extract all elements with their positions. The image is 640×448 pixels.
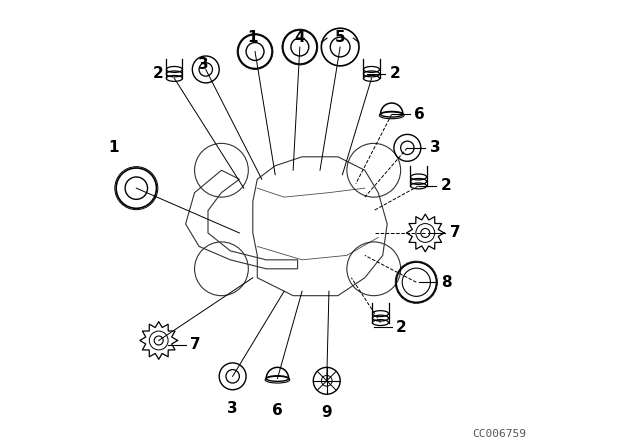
Text: 1: 1	[108, 140, 118, 155]
Text: 5: 5	[335, 30, 346, 45]
Text: 2: 2	[441, 178, 452, 194]
Text: 1: 1	[248, 30, 258, 45]
Text: 2: 2	[389, 66, 400, 82]
Text: 8: 8	[441, 275, 452, 290]
Text: CC006759: CC006759	[472, 429, 526, 439]
Text: 6: 6	[272, 403, 283, 418]
Text: 2: 2	[152, 66, 163, 82]
Text: 3: 3	[430, 140, 440, 155]
Text: 2: 2	[396, 319, 407, 335]
Text: 7: 7	[190, 337, 201, 353]
Text: 3: 3	[227, 401, 238, 416]
Text: 6: 6	[414, 107, 425, 122]
Text: 4: 4	[294, 30, 305, 45]
Text: 3: 3	[198, 57, 209, 72]
Text: 9: 9	[321, 405, 332, 420]
Text: 7: 7	[450, 225, 461, 241]
